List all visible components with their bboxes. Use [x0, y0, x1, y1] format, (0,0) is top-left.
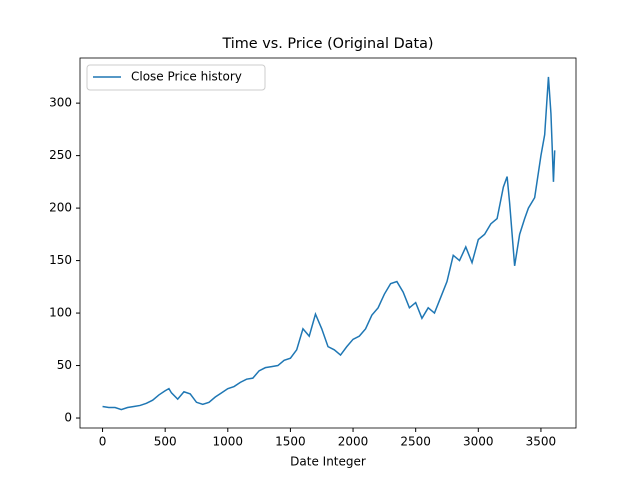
line [102, 76, 556, 411]
x-tick-label: 0 [99, 435, 107, 449]
x-tick-label: 2500 [400, 435, 431, 449]
axes-frame [79, 57, 577, 429]
x-tick-label: 3500 [526, 435, 557, 449]
x-tick-label: 3000 [463, 435, 494, 449]
legend-label: Close Price history [131, 70, 242, 84]
y-tick-label: 200 [49, 201, 72, 215]
x-tick-label: 2000 [338, 435, 369, 449]
x-tick-label: 500 [154, 435, 177, 449]
x-tick-label: 1000 [213, 435, 244, 449]
y-tick-label: 0 [64, 411, 72, 425]
legend-box [86, 64, 266, 91]
y-tick-label: 50 [57, 358, 72, 372]
x-axis-label: Date Integer [290, 455, 366, 469]
y-tick-label: 100 [49, 306, 72, 320]
chart-title: Time vs. Price (Original Data) [221, 36, 433, 52]
y-tick-label: 150 [49, 253, 72, 267]
x-tick-label: 1500 [275, 435, 306, 449]
y-tick-label: 250 [49, 148, 72, 162]
y-tick-label: 300 [49, 96, 72, 110]
